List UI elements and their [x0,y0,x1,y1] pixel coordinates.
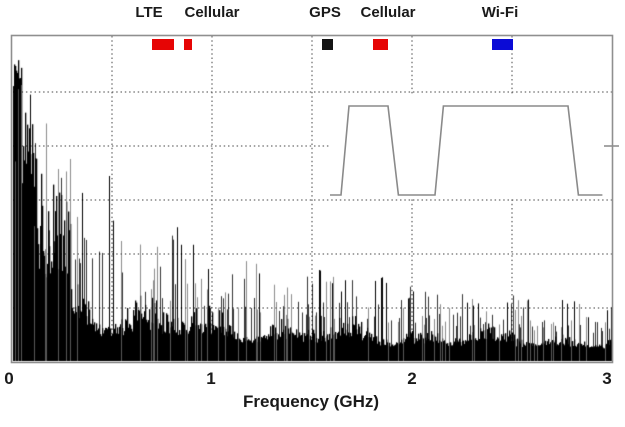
band-label-gps: GPS [309,4,341,21]
filter-response-curve [330,105,603,196]
band-marker-cellular2 [373,39,389,50]
band-marker-lte [152,39,174,50]
band-marker-wifi [492,39,513,50]
x-tick-1: 1 [206,369,216,388]
x-axis-title: Frequency (GHz) [242,392,380,411]
plot-frame [10,34,614,364]
band-marker-gps [322,39,333,50]
filter-inset-patch [330,96,612,198]
x-tick-0: 0 [4,369,14,388]
x-tick-3: 3 [602,369,612,388]
x-tick-2: 2 [407,369,417,388]
band-label-cellular2: Cellular [360,4,416,21]
band-label-wifi: Wi-Fi [481,4,519,21]
band-label-lte: LTE [135,4,163,21]
band-label-cellular1: Cellular [184,4,240,21]
band-marker-cellular1 [184,39,193,50]
